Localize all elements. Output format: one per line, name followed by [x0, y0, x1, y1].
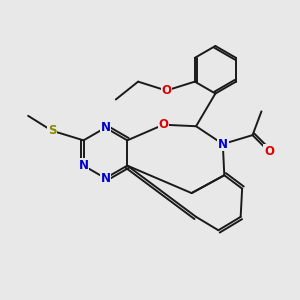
Text: O: O: [161, 84, 171, 97]
Text: O: O: [158, 118, 168, 131]
Text: S: S: [48, 124, 56, 137]
Text: N: N: [79, 159, 88, 172]
Text: O: O: [264, 145, 274, 158]
Text: N: N: [100, 172, 110, 185]
Text: N: N: [218, 138, 228, 151]
Text: N: N: [100, 121, 110, 134]
